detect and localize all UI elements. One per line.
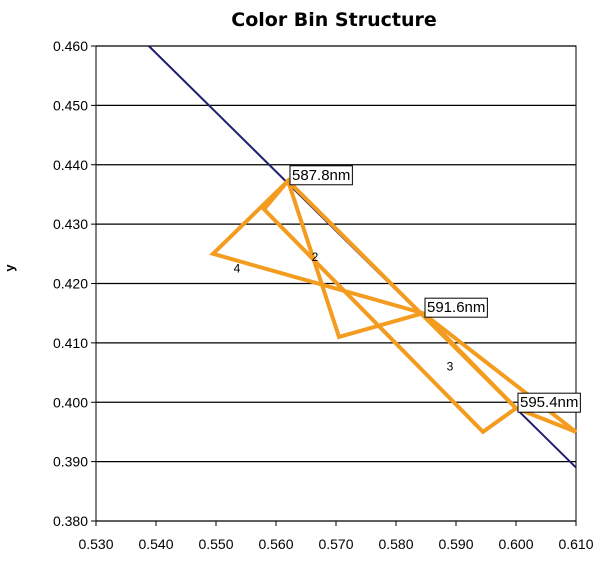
y-axis-label: y xyxy=(2,264,17,272)
x-tick-label: 0.590 xyxy=(438,536,473,552)
callout-label: 591.6nm xyxy=(427,299,485,316)
y-tick-label: 0.440 xyxy=(53,157,88,173)
x-tick-label: 0.570 xyxy=(318,536,353,552)
callout-label: 587.8nm xyxy=(292,167,350,184)
y-tick-label: 0.410 xyxy=(53,335,88,351)
x-tick-label: 0.550 xyxy=(198,536,233,552)
plot-area xyxy=(95,45,577,522)
wavelength-callouts: 587.8nm 591.6nm 595.4nm xyxy=(289,165,581,413)
x-tick-label: 0.610 xyxy=(558,536,593,552)
callout-label: 595.4nm xyxy=(520,394,578,411)
bin-2-label: 2 xyxy=(312,250,319,264)
x-axis-ticks: 0.530 0.540 0.550 0.560 0.570 0.580 0.590 0.600… xyxy=(78,521,594,552)
y-tick-label: 0.460 xyxy=(53,38,88,54)
x-tick-label: 0.600 xyxy=(498,536,533,552)
x-tick-label: 0.540 xyxy=(138,536,173,552)
y-tick-label: 0.450 xyxy=(53,97,88,113)
callout-box xyxy=(517,392,581,413)
callout-box xyxy=(424,297,488,318)
bin-3-outline xyxy=(421,311,578,434)
y-tick-label: 0.380 xyxy=(53,513,88,529)
bin-labels: 2 3 4 xyxy=(234,250,454,374)
bin-3-label: 3 xyxy=(447,360,454,374)
bin-4-outline xyxy=(209,177,431,340)
chart-title: Color Bin Structure xyxy=(231,9,436,31)
y-tick-label: 0.400 xyxy=(53,394,88,410)
y-tick-label: 0.390 xyxy=(53,454,88,470)
callout-box xyxy=(289,165,353,186)
x-tick-label: 0.560 xyxy=(258,536,293,552)
x-tick-label: 0.530 xyxy=(78,536,113,552)
y-tick-label: 0.430 xyxy=(53,216,88,232)
series-layer xyxy=(148,45,578,469)
bin-4-label: 4 xyxy=(234,262,241,276)
y-axis-ticks: 0.380 0.390 0.400 0.410 0.420 0.430 0.440 0.450… xyxy=(53,38,96,529)
y-tick-label: 0.420 xyxy=(53,276,88,292)
x-tick-label: 0.580 xyxy=(378,536,413,552)
